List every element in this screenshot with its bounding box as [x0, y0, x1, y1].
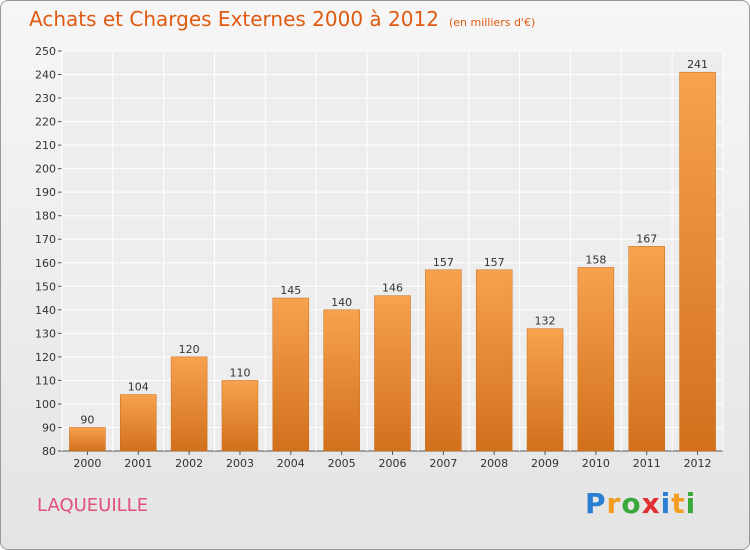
bar-value-label: 146 [382, 282, 403, 295]
y-tick-label: 190 [35, 186, 56, 199]
x-tick-label: 2011 [633, 457, 661, 470]
bar-value-label: 158 [585, 253, 606, 266]
logo-letter: P [585, 487, 607, 520]
x-tick-label: 2003 [226, 457, 254, 470]
logo-letter: i [660, 487, 672, 520]
bar [374, 295, 411, 452]
place-name: LAQUEUILLE [37, 495, 149, 516]
bar-value-label: 132 [535, 315, 556, 328]
bar-value-label: 104 [128, 381, 149, 394]
y-tick-label: 100 [35, 398, 56, 411]
y-tick-label: 250 [35, 45, 56, 58]
proxiti-logo: Proxiti [585, 487, 696, 520]
bar [475, 269, 513, 452]
x-tick-label: 2004 [277, 457, 305, 470]
y-tick-label: 220 [35, 116, 56, 129]
chart-title-text: Achats et Charges Externes 2000 à 2012 [29, 7, 439, 31]
bar-layer [69, 71, 716, 452]
bar-value-label: 157 [433, 256, 454, 269]
bar [120, 394, 157, 452]
bar [526, 328, 564, 452]
y-tick-label: 210 [35, 139, 56, 152]
y-tick-label: 180 [35, 210, 56, 223]
bar [170, 356, 208, 452]
bar [272, 297, 310, 452]
bar-value-label: 120 [179, 343, 200, 356]
bar [679, 71, 716, 452]
y-tick-label: 120 [35, 351, 56, 364]
y-tick-label: 130 [35, 327, 56, 340]
bar [628, 246, 665, 452]
y-tick-label: 90 [42, 421, 56, 434]
x-tick-label: 2007 [429, 457, 457, 470]
x-tick-label: 2006 [379, 457, 407, 470]
bar-value-label: 241 [687, 58, 708, 71]
bar-value-label: 110 [229, 366, 250, 379]
x-tick-label: 2012 [684, 457, 712, 470]
x-tick-label: 2000 [73, 457, 101, 470]
x-tick-label: 2008 [480, 457, 508, 470]
y-tick-label: 110 [35, 374, 56, 387]
chart-title: Achats et Charges Externes 2000 à 2012 (e… [29, 7, 535, 31]
bar [425, 269, 462, 452]
y-tick-label: 140 [35, 304, 56, 317]
y-tick-label: 150 [35, 280, 56, 293]
x-tick-label: 2010 [582, 457, 610, 470]
bar [221, 380, 259, 452]
logo-letter: r [606, 487, 622, 520]
label-layer: 8090100110120130140150160170180190200210… [35, 45, 712, 470]
bar [69, 427, 106, 452]
y-tick-label: 80 [42, 445, 56, 458]
y-tick-label: 230 [35, 92, 56, 105]
logo-letter: t [671, 487, 686, 520]
bar-value-label: 157 [484, 256, 505, 269]
logo-letter: i [685, 487, 697, 520]
y-tick-label: 240 [35, 69, 56, 82]
x-tick-label: 2002 [175, 457, 203, 470]
y-tick-label: 170 [35, 233, 56, 246]
x-tick-label: 2009 [531, 457, 559, 470]
logo-letter: o [621, 487, 642, 520]
bar [323, 309, 360, 452]
bar [577, 267, 615, 452]
bar-value-label: 140 [331, 296, 352, 309]
bar-value-label: 90 [80, 413, 94, 426]
x-tick-label: 2005 [328, 457, 356, 470]
logo-letter: x [641, 487, 661, 520]
x-tick-label: 2001 [124, 457, 152, 470]
bar-value-label: 167 [636, 232, 657, 245]
y-tick-label: 200 [35, 163, 56, 176]
chart-unit: (en milliers d'€) [448, 16, 536, 29]
y-tick-label: 160 [35, 257, 56, 270]
bar-value-label: 145 [280, 284, 301, 297]
